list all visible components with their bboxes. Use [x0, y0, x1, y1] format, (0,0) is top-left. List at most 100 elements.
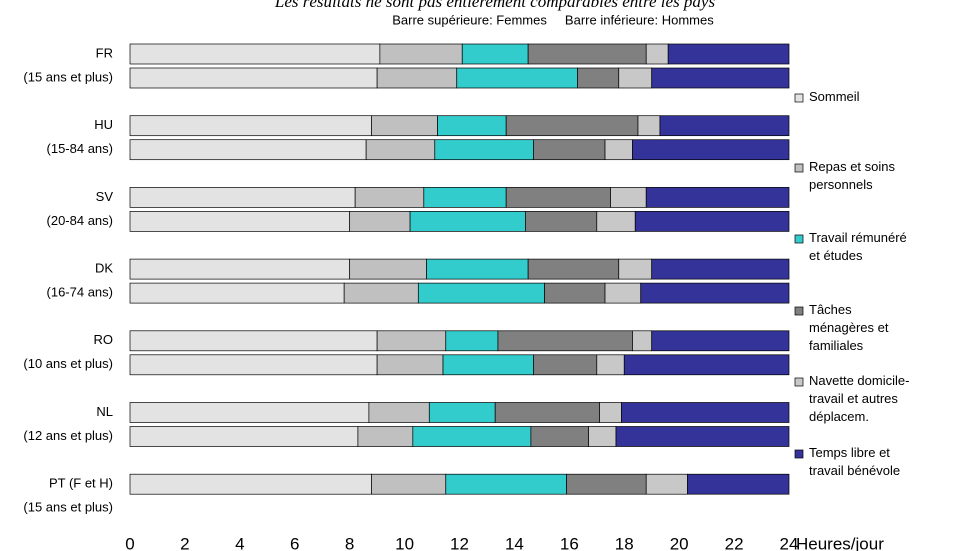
x-tick-label: 16 — [560, 534, 579, 551]
x-tick-label: 6 — [290, 534, 299, 551]
legend-label: Temps libre et travail bénévole — [809, 445, 900, 478]
bar-segment — [357, 426, 414, 447]
bar-segment — [426, 258, 529, 280]
bar-segment — [456, 67, 578, 89]
x-tick-label: 22 — [725, 534, 744, 551]
y-tick-label: (16-74 ans) — [47, 285, 113, 300]
legend-swatch — [794, 163, 804, 173]
bar-segment — [610, 187, 647, 208]
x-tick-label: 12 — [450, 534, 469, 551]
bar-segment — [379, 43, 463, 65]
bar-segment — [129, 43, 381, 65]
y-tick-label: DK — [95, 261, 113, 276]
bar-segment — [604, 139, 633, 161]
bar-segment — [651, 258, 790, 280]
bar-segment — [659, 115, 790, 137]
bar-segment — [445, 330, 499, 352]
bar-segment — [417, 282, 545, 304]
bar-segment — [618, 258, 653, 280]
legend-swatch — [794, 93, 804, 103]
bar-segment — [530, 426, 589, 447]
bar-segment — [434, 139, 534, 161]
y-tick-label: RO — [94, 332, 114, 347]
y-tick-label: (10 ans et plus) — [23, 356, 113, 371]
x-tick-label: 2 — [180, 534, 189, 551]
bar-segment — [637, 115, 661, 137]
bar-segment — [621, 402, 790, 423]
bar-segment — [497, 330, 633, 352]
bar-segment — [343, 282, 419, 304]
bar-segment — [596, 211, 636, 232]
bar-segment — [533, 139, 606, 161]
bar-segment — [354, 187, 425, 208]
bar-segment — [129, 211, 351, 232]
bar-segment — [634, 211, 790, 232]
bar-segment — [371, 473, 447, 495]
bar-segment — [667, 43, 790, 65]
bar-segment — [527, 43, 647, 65]
legend-label: Navette domicile-travail et autres déplac… — [809, 373, 909, 424]
bar-segment — [533, 354, 598, 376]
bar-segment — [623, 354, 790, 376]
bar-segment — [371, 115, 438, 137]
y-tick-label: HU — [94, 117, 113, 132]
bar-segment — [129, 426, 359, 447]
bar-segment — [687, 473, 790, 495]
bar-segment — [596, 354, 625, 376]
legend-label: Tâches ménagères et familiales — [809, 302, 889, 353]
bar-segment — [349, 258, 427, 280]
x-tick-label: 4 — [235, 534, 244, 551]
bar-segment — [368, 402, 430, 423]
y-tick-label: (15 ans et plus) — [23, 69, 113, 84]
legend-label: Repas et soins personnels — [809, 159, 895, 192]
bar-segment — [129, 139, 367, 161]
bar-segment — [129, 354, 378, 376]
bar-segment — [651, 330, 790, 352]
bar-segment — [428, 402, 496, 423]
bar-segment — [494, 402, 600, 423]
bar-segment — [588, 426, 617, 447]
chart-title: Les résultats ne sont pas entièrement co… — [274, 0, 716, 11]
bar-segment — [599, 402, 622, 423]
y-tick-label: (12 ans et plus) — [23, 428, 113, 443]
legend-label: Sommeil — [809, 89, 860, 104]
bar-segment — [376, 67, 458, 89]
bar-segment — [409, 211, 526, 232]
bar-segment — [632, 139, 790, 161]
legend-swatch — [794, 306, 804, 316]
bar-segment — [525, 211, 598, 232]
x-tick-label: 10 — [395, 534, 414, 551]
bar-segment — [412, 426, 532, 447]
legend-label: Travail rémunéré et études — [809, 230, 907, 263]
bar-segment — [423, 187, 507, 208]
bar-segment — [577, 67, 620, 89]
bar-segment — [129, 187, 356, 208]
bar-segment — [129, 473, 372, 495]
bar-segment — [365, 139, 436, 161]
bar-segment — [615, 426, 790, 447]
bar-segment — [505, 115, 639, 137]
y-tick-label: (15 ans et plus) — [23, 500, 113, 515]
bar-segment — [129, 282, 345, 304]
x-tick-label: 8 — [345, 534, 354, 551]
y-tick-label: PT (F et H) — [49, 476, 113, 491]
bar-segment — [129, 330, 378, 352]
x-tick-label: 24 — [780, 534, 799, 551]
y-tick-label: NL — [96, 404, 113, 419]
bar-segment — [645, 187, 790, 208]
bar-segment — [129, 402, 370, 423]
x-tick-label: 0 — [125, 534, 134, 551]
bar-segment — [527, 258, 620, 280]
bar-segment — [129, 67, 378, 89]
bar-segment — [651, 67, 790, 89]
legend-swatch — [794, 377, 804, 387]
x-tick-label: 14 — [505, 534, 524, 551]
bar-segment — [645, 473, 688, 495]
x-tick-label: 20 — [670, 534, 689, 551]
legend-swatch — [794, 234, 804, 244]
bar-segment — [566, 473, 647, 495]
bar-segment — [129, 115, 372, 137]
bar-segment — [437, 115, 507, 137]
bar-segment — [461, 43, 529, 65]
